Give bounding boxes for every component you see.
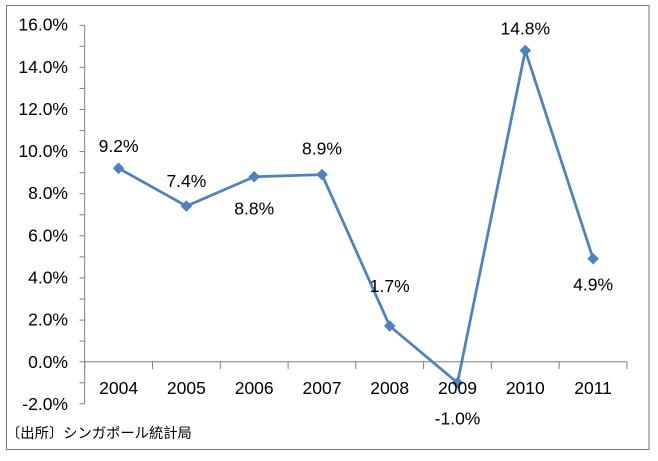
svg-text:7.4%: 7.4% [166, 171, 206, 191]
svg-text:6.0%: 6.0% [28, 225, 68, 245]
svg-text:2009: 2009 [438, 378, 477, 398]
svg-text:2.0%: 2.0% [28, 310, 68, 330]
svg-text:-2.0%: -2.0% [22, 394, 68, 414]
svg-text:9.2%: 9.2% [99, 136, 139, 156]
svg-text:16.0%: 16.0% [18, 15, 68, 35]
svg-text:2006: 2006 [235, 378, 274, 398]
svg-text:〔出所〕シンガポール統計局: 〔出所〕シンガポール統計局 [6, 425, 192, 442]
svg-text:2010: 2010 [506, 378, 545, 398]
svg-text:1.7%: 1.7% [370, 276, 410, 296]
svg-text:4.0%: 4.0% [28, 268, 68, 288]
svg-text:2007: 2007 [303, 378, 342, 398]
svg-text:2005: 2005 [167, 378, 206, 398]
svg-text:2011: 2011 [574, 378, 612, 398]
svg-text:14.8%: 14.8% [500, 19, 550, 39]
svg-text:8.9%: 8.9% [302, 139, 342, 159]
svg-text:2008: 2008 [370, 378, 409, 398]
svg-text:-1.0%: -1.0% [435, 408, 481, 428]
svg-text:8.0%: 8.0% [28, 183, 68, 203]
svg-text:4.9%: 4.9% [573, 275, 613, 295]
svg-text:2004: 2004 [99, 378, 138, 398]
svg-text:14.0%: 14.0% [18, 57, 68, 77]
svg-text:10.0%: 10.0% [18, 141, 68, 161]
svg-text:0.0%: 0.0% [28, 352, 68, 372]
svg-text:12.0%: 12.0% [18, 99, 68, 119]
svg-text:8.8%: 8.8% [234, 198, 274, 218]
